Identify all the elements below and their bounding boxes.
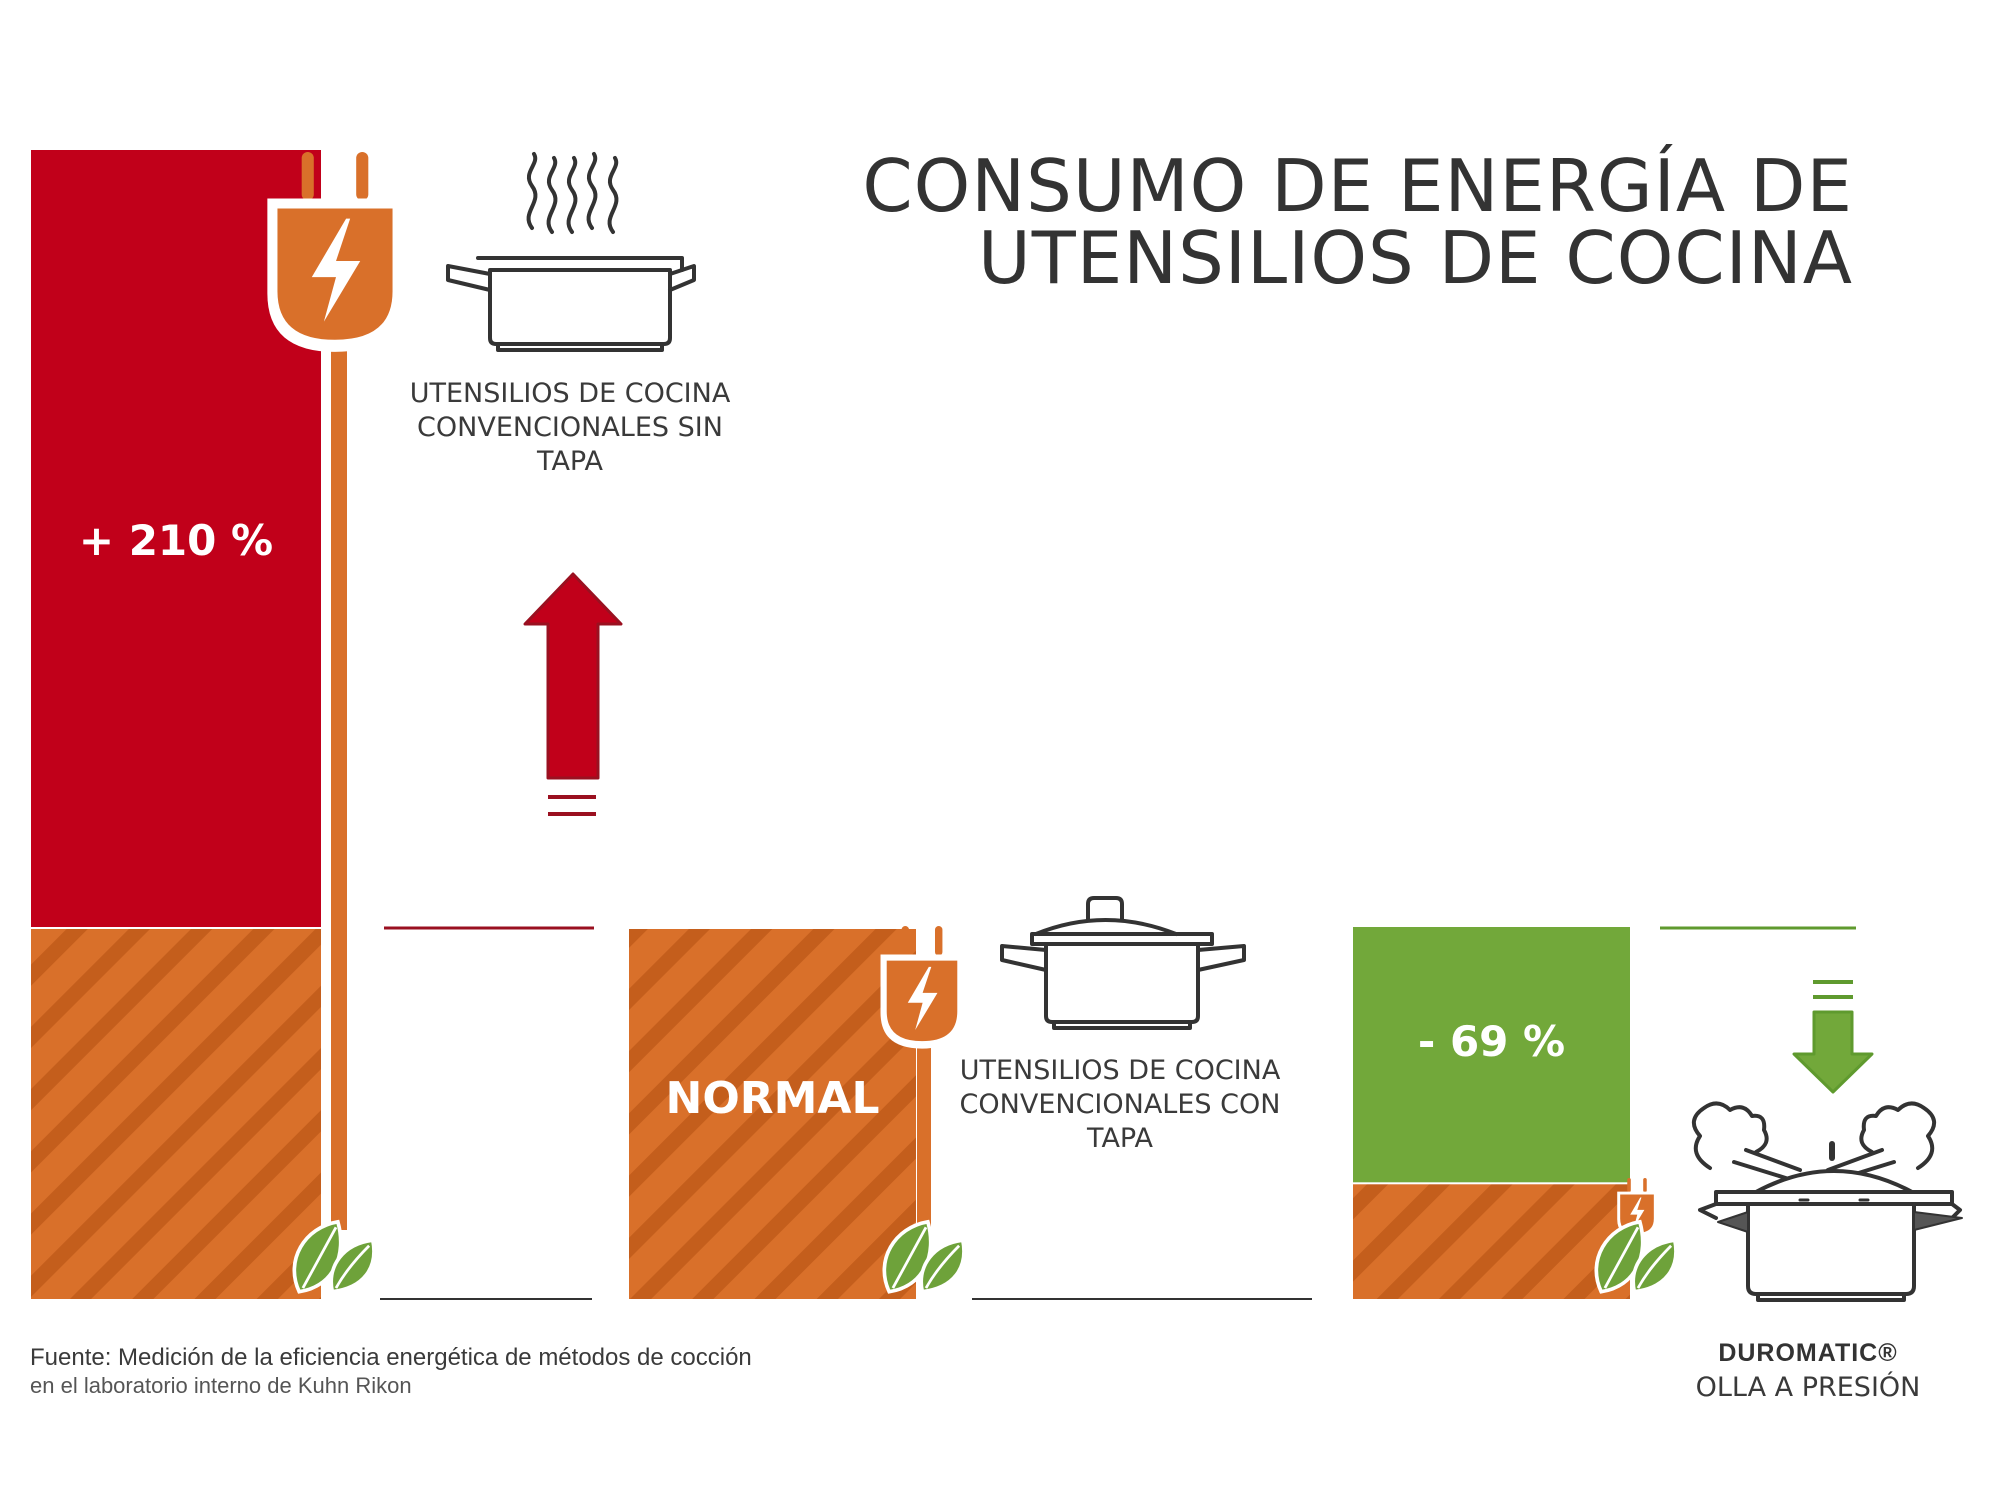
up-arrow-icon	[523, 572, 623, 816]
source-line-1: Fuente: Medición de la eficiencia energé…	[30, 1344, 752, 1371]
pressure-cooker-icon	[1692, 1101, 1963, 1302]
steaming-pot-icon	[446, 152, 696, 352]
source-note: Fuente: Medición de la eficiencia energé…	[30, 1344, 752, 1400]
bar-baseline-2	[629, 929, 916, 1299]
caption-with-lid-line-3: TAPA	[1087, 1123, 1153, 1154]
power-cord-1	[331, 340, 347, 1230]
brand-name: DUROMATIC®	[1718, 1339, 1898, 1367]
down-arrow-icon	[1792, 980, 1874, 1094]
page-title: CONSUMO DE ENERGÍA DE UTENSILIOS DE COCI…	[653, 150, 1853, 294]
caption-no-lid-line-2: CONVENCIONALES SIN	[417, 412, 723, 443]
bars-group: + 210 % NORMAL - 69 %	[31, 150, 1630, 1299]
bar-label-1: + 210 %	[79, 516, 273, 565]
caption-with-lid-line-2: CONVENCIONALES CON	[959, 1089, 1281, 1120]
bar-label-2: NORMAL	[666, 1073, 880, 1124]
bar-used-3	[1353, 1184, 1630, 1299]
source-line-2: en el laboratorio interno de Kuhn Rikon	[30, 1373, 412, 1398]
power-cord-2	[917, 1040, 931, 1235]
caption-no-lid: UTENSILIOS DE COCINA CONVENCIONALES SIN …	[380, 377, 760, 479]
reference-lines	[380, 926, 1856, 1300]
bar-saving-3	[1353, 927, 1630, 1183]
power-cords	[331, 340, 931, 1235]
brand-label: DUROMATIC® OLLA A PRESIÓN	[1658, 1336, 1958, 1406]
caption-with-lid-line-1: UTENSILIOS DE COCINA	[959, 1055, 1281, 1086]
caption-with-lid: UTENSILIOS DE COCINA CONVENCIONALES CON …	[925, 1054, 1315, 1156]
bar-label-3: - 69 %	[1418, 1017, 1565, 1066]
caption-no-lid-line-1: UTENSILIOS DE COCINA	[409, 378, 731, 409]
bar-baseline-1	[31, 929, 321, 1299]
lidded-pot-icon	[1000, 896, 1246, 1030]
caption-no-lid-line-3: TAPA	[537, 446, 603, 477]
title-line-1: CONSUMO DE ENERGÍA DE	[862, 144, 1853, 228]
title-line-2: UTENSILIOS DE COCINA	[978, 216, 1853, 300]
brand-product: OLLA A PRESIÓN	[1695, 1372, 1921, 1403]
